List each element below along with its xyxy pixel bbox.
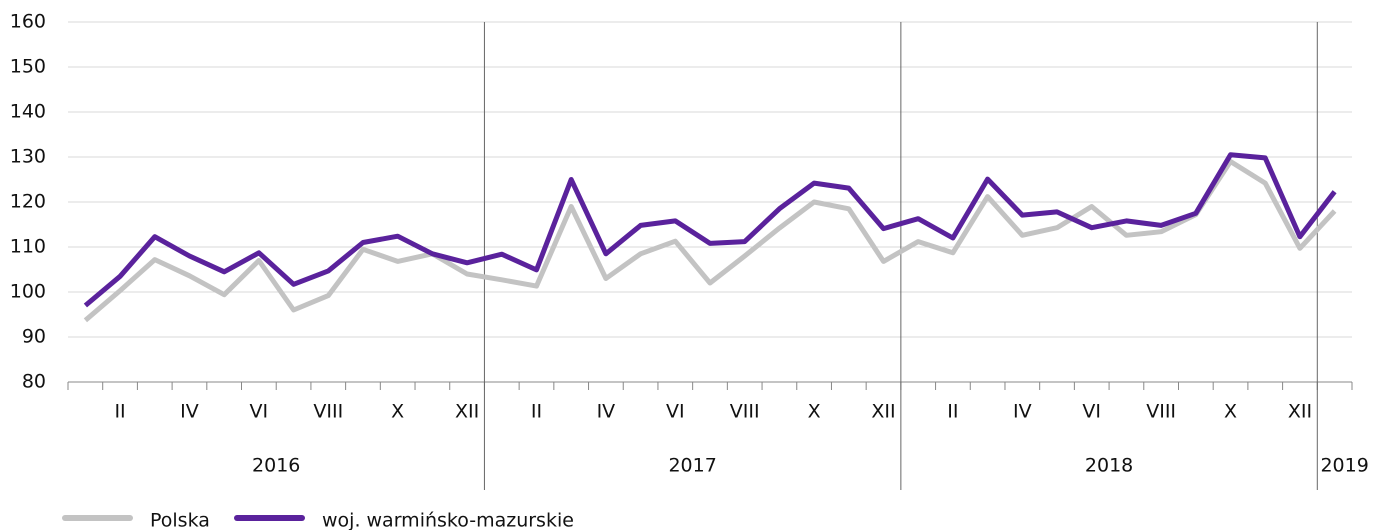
- x-tick-label: IV: [597, 401, 616, 423]
- y-tick-label: 100: [10, 281, 46, 303]
- x-tick-label: IV: [1013, 401, 1032, 423]
- y-tick-label: 150: [10, 56, 46, 78]
- x-tick-label: XII: [455, 401, 479, 423]
- x-tick-label: II: [947, 401, 958, 423]
- y-tick-label: 140: [10, 101, 46, 123]
- x-tick-label: XII: [871, 401, 895, 423]
- y-tick-label: 160: [10, 11, 46, 33]
- x-tick-label: X: [808, 401, 821, 423]
- legend-label: Polska: [150, 510, 210, 530]
- y-tick-label: 90: [22, 326, 46, 348]
- y-tick-label: 130: [10, 146, 46, 168]
- series-line: [83, 152, 1337, 308]
- year-label: 2017: [668, 455, 716, 477]
- series-line: [83, 159, 1337, 323]
- x-tick-label: VI: [250, 401, 269, 423]
- x-tick-label: X: [391, 401, 404, 423]
- x-tick-label: II: [114, 401, 125, 423]
- x-tick-label: VIII: [313, 401, 343, 423]
- x-tick-label: VI: [1082, 401, 1101, 423]
- x-tick-label: X: [1224, 401, 1237, 423]
- year-label: 2019: [1320, 455, 1368, 477]
- x-tick-label: VIII: [730, 401, 760, 423]
- year-label: 2016: [252, 455, 300, 477]
- year-label: 2018: [1085, 455, 1133, 477]
- legend-label: woj. warmińsko-mazurskie: [322, 510, 574, 530]
- x-tick-label: XII: [1288, 401, 1312, 423]
- x-tick-label: IV: [180, 401, 199, 423]
- x-tick-label: VIII: [1146, 401, 1176, 423]
- y-tick-label: 80: [22, 371, 46, 393]
- y-tick-label: 110: [10, 236, 46, 258]
- y-tick-label: 120: [10, 191, 46, 213]
- x-tick-label: II: [531, 401, 542, 423]
- x-tick-label: VI: [666, 401, 685, 423]
